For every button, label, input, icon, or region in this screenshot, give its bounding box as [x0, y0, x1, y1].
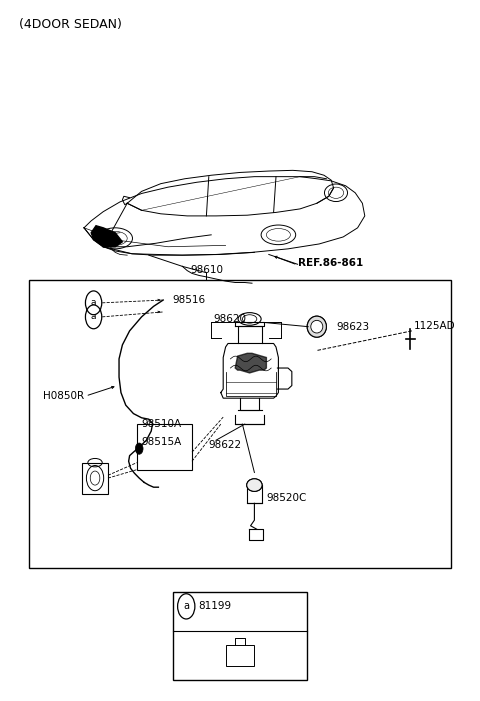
- Text: 1125AD: 1125AD: [414, 321, 456, 331]
- Text: 98620: 98620: [214, 314, 247, 324]
- Bar: [226, 645, 254, 666]
- Text: 81199: 81199: [198, 601, 231, 611]
- Text: a: a: [91, 299, 96, 307]
- Text: (4DOOR SEDAN): (4DOOR SEDAN): [19, 18, 122, 31]
- Polygon shape: [91, 226, 122, 247]
- Bar: [137, 424, 192, 470]
- Polygon shape: [235, 353, 266, 373]
- Text: H0850R: H0850R: [43, 391, 84, 401]
- Ellipse shape: [247, 479, 262, 491]
- Text: 98610: 98610: [190, 265, 223, 275]
- Ellipse shape: [307, 316, 326, 337]
- Text: 98516: 98516: [173, 295, 206, 305]
- Text: 98520C: 98520C: [266, 493, 307, 503]
- Bar: [173, 592, 307, 680]
- Text: 98622: 98622: [209, 440, 242, 450]
- Text: a: a: [183, 601, 189, 611]
- Circle shape: [135, 443, 143, 454]
- Text: 98510A: 98510A: [142, 419, 182, 429]
- Text: a: a: [91, 313, 96, 321]
- Text: 98515A: 98515A: [142, 437, 182, 447]
- Ellipse shape: [311, 320, 323, 333]
- Text: 98623: 98623: [336, 322, 369, 332]
- Text: REF.86-861: REF.86-861: [298, 258, 363, 268]
- Bar: [82, 463, 108, 494]
- Bar: [29, 280, 451, 568]
